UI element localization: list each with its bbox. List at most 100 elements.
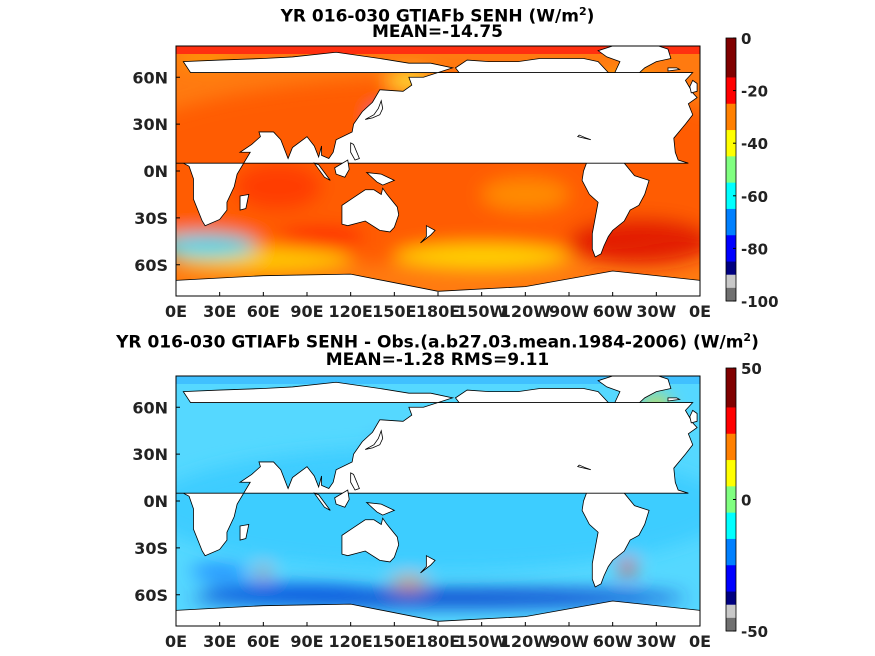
panel2-title-text: YR 016-030 GTIAFb SENH - Obs.(a.b27.03.m… [116, 332, 744, 353]
colorbar-segment [726, 368, 736, 382]
y-tick-label: 0N [143, 492, 168, 511]
colorbar-segment [726, 156, 736, 170]
colorbar-segment [726, 512, 736, 527]
field-blob [394, 244, 569, 270]
colorbar-segment [726, 604, 736, 619]
colorbar-segment [726, 195, 736, 210]
colorbar-tick-label: 0 [741, 492, 751, 510]
x-tick-label: 60W [593, 632, 633, 651]
colorbar-segment [726, 169, 736, 184]
landmass-africa-eurasia [176, 51, 698, 227]
field-blob [256, 566, 271, 576]
colorbar-segment [726, 248, 736, 263]
colorbar-segment [726, 222, 736, 236]
landmass-new-guinea [365, 172, 396, 186]
field-blob [618, 558, 636, 575]
colorbar-segment [726, 235, 736, 249]
panel2-subtitle: MEAN=-1.28 RMS=9.11 [325, 350, 550, 370]
landmass-philippines [350, 142, 360, 161]
colorbar-segment [726, 90, 736, 105]
x-tick-label: 60E [247, 632, 280, 651]
landmass-new-zealand [420, 555, 436, 574]
colorbar-tick-label: -100 [741, 293, 779, 311]
landmass-new-zealand [420, 225, 436, 244]
land [176, 376, 700, 626]
landmass-britain [689, 79, 698, 94]
x-tick-label: 90E [290, 632, 323, 651]
colorbar-segment [726, 103, 736, 118]
colorbar-segment [726, 77, 736, 92]
panel1-subtitle: MEAN=-14.75 [372, 22, 503, 42]
y-tick-label: 60S [134, 256, 168, 275]
landmass-iceland [667, 67, 681, 72]
panel2-title-sup: 2 [743, 331, 752, 344]
x-tick-label: 120E [329, 302, 373, 321]
field-blob [176, 233, 257, 259]
y-tick-label: 0N [143, 162, 168, 181]
map-field-2 [176, 376, 700, 626]
x-tick-label: 30E [203, 632, 236, 651]
colorbar-segment [726, 261, 736, 276]
x-tick-label: 150W [456, 632, 507, 651]
landmass-britain [689, 409, 698, 424]
colorbar-segment [726, 617, 736, 632]
x-tick-label: 150W [456, 302, 507, 321]
landmass-antarctica [176, 270, 700, 296]
colorbar-segment [726, 433, 736, 448]
colorbar-segment [726, 394, 736, 408]
panel1-title: YR 016-030 GTIAFb SENH (W/m2) [0, 2, 875, 27]
landmass-australia [341, 187, 400, 233]
colorbar-segment [726, 407, 736, 422]
field-blob [234, 163, 322, 211]
y-tick-label: 30S [134, 209, 168, 228]
x-tick-label: 60W [593, 302, 633, 321]
y-tick-label: 60N [132, 398, 168, 417]
colorbar-segment [726, 473, 736, 487]
x-tick-label: 30W [636, 302, 676, 321]
landmass-new-guinea [365, 502, 396, 516]
field-blob [481, 178, 569, 211]
map-field-1 [176, 46, 700, 296]
landmass-cuba [576, 464, 591, 471]
x-tick-label: 0E [165, 632, 187, 651]
panel1-title-sup: 2 [578, 5, 587, 18]
panel2-title: YR 016-030 GTIAFb SENH - Obs.(a.b27.03.m… [0, 328, 875, 353]
y-tick-label: 60S [134, 586, 168, 605]
colorbar-segment [726, 460, 736, 474]
colorbar-segment [726, 130, 736, 144]
x-tick-label: 150E [372, 632, 416, 651]
landmass-australia [341, 517, 400, 563]
landmass-japan [365, 429, 384, 450]
x-tick-label: 30E [203, 302, 236, 321]
colorbar-segment [726, 287, 736, 302]
x-tick-label: 60E [247, 302, 280, 321]
landmass-africa-eurasia [176, 381, 698, 557]
arctic-edge [176, 376, 700, 384]
colorbar-segment [726, 64, 736, 78]
panel1-title-end: ) [586, 6, 595, 27]
landmass-south-america [581, 153, 650, 258]
y-tick-label: 30N [132, 445, 168, 464]
landmass-madagascar [239, 193, 250, 211]
x-tick-label: 120W [500, 632, 551, 651]
landmass-greenland [597, 46, 672, 78]
landmass-japan [365, 99, 384, 120]
field-blob [190, 565, 249, 578]
x-tick-label: 180E [416, 632, 460, 651]
x-tick-label: 90W [549, 302, 589, 321]
x-tick-label: 120W [500, 302, 551, 321]
colorbar-segment [726, 578, 736, 593]
landmass-madagascar [239, 523, 250, 541]
colorbar-segment [726, 525, 736, 540]
colorbar-segment [726, 274, 736, 289]
y-tick-label: 60N [132, 68, 168, 87]
landmass-cuba [576, 134, 591, 141]
x-tick-label: 0E [165, 302, 187, 321]
colorbar-tick-label: 50 [741, 360, 762, 378]
panel2-title-end: ) [751, 332, 759, 353]
land [176, 46, 700, 296]
field-blob [391, 576, 427, 589]
field-blob [277, 227, 366, 246]
landmass-sumatra [313, 162, 331, 181]
colorbar-tick-label: -60 [741, 188, 768, 206]
